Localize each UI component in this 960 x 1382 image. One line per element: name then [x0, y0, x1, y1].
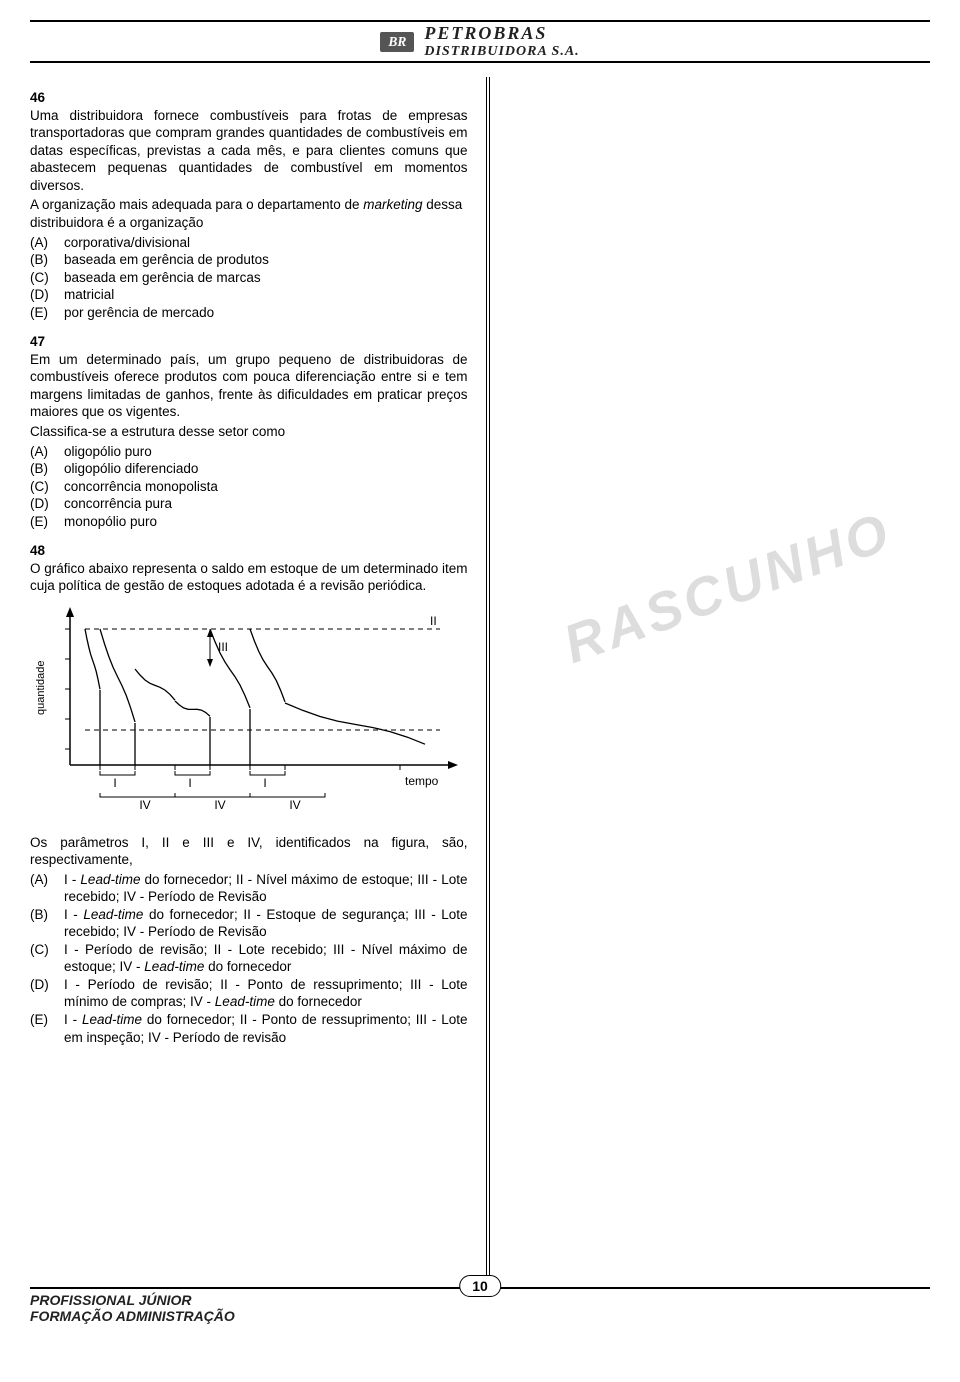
q47-opt-e: (E)monopólio puro: [30, 513, 468, 531]
q47-options: (A)oligopólio puro (B)oligopólio diferen…: [30, 443, 468, 531]
q47-number: 47: [30, 333, 468, 351]
page-number: 10: [459, 1275, 501, 1297]
q48-opt-e: (E)I - Lead-time do fornecedor; II - Pon…: [30, 1011, 468, 1046]
svg-text:IV: IV: [139, 798, 150, 812]
q47-opt-a: (A)oligopólio puro: [30, 443, 468, 461]
q47-ask: Classifica-se a estrutura desse setor co…: [30, 423, 468, 441]
svg-text:quantidade: quantidade: [35, 661, 47, 715]
q48-opt-d: (D)I - Período de revisão; II - Ponto de…: [30, 976, 468, 1011]
header-line1: PETROBRAS: [424, 23, 547, 43]
q48-options: (A)I - Lead-time do fornecedor; II - Nív…: [30, 871, 468, 1046]
header-text: PETROBRAS DISTRIBUIDORA S.A.: [424, 24, 579, 59]
q48-opt-b: (B)I - Lead-time do fornecedor; II - Est…: [30, 906, 468, 941]
right-column: RASCUNHO: [492, 77, 930, 1277]
columns: 46 Uma distribuidora fornece combustívei…: [30, 77, 930, 1277]
left-column: 46 Uma distribuidora fornece combustívei…: [30, 77, 484, 1277]
svg-text:IV: IV: [289, 798, 300, 812]
q46-opt-e: (E)por gerência de mercado: [30, 304, 468, 322]
svg-text:IV: IV: [214, 798, 225, 812]
q46-opt-c: (C)baseada em gerência de marcas: [30, 269, 468, 287]
svg-text:I: I: [113, 776, 116, 790]
q46-opt-d: (D)matricial: [30, 286, 468, 304]
logo-box: BR: [380, 32, 414, 52]
q48-post: Os parâmetros I, II e III e IV, identifi…: [30, 834, 468, 869]
q46-ask-pre: A organização mais adequada para o depar…: [30, 197, 363, 212]
q48-opt-a: (A)I - Lead-time do fornecedor; II - Nív…: [30, 871, 468, 906]
q47-text: Em um determinado país, um grupo pequeno…: [30, 351, 468, 421]
footer-line2: FORMAÇÃO ADMINISTRAÇÃO: [30, 1309, 930, 1324]
q47-opt-d: (D)concorrência pura: [30, 495, 468, 513]
q46-opt-a: (A)corporativa/divisional: [30, 234, 468, 252]
q46-options: (A)corporativa/divisional (B)baseada em …: [30, 234, 468, 322]
q48-number: 48: [30, 542, 468, 560]
q48-chart: IIIIIquantidadetempoIIIIVIVIV: [30, 605, 468, 830]
q48-opt-c: (C)I - Período de revisão; II - Lote rec…: [30, 941, 468, 976]
inventory-chart-svg: IIIIIquantidadetempoIIIIVIVIV: [30, 605, 460, 825]
q46-opt-b: (B)baseada em gerência de produtos: [30, 251, 468, 269]
page-footer: 10 PROFISSIONAL JÚNIOR FORMAÇÃO ADMINIST…: [30, 1287, 930, 1349]
watermark-rascunho: RASCUNHO: [556, 500, 900, 676]
q46-text: Uma distribuidora fornece combustíveis p…: [30, 107, 468, 195]
svg-text:II: II: [430, 614, 437, 628]
q46-ask-it: marketing: [363, 197, 422, 212]
q46-ask: A organização mais adequada para o depar…: [30, 196, 468, 231]
svg-text:I: I: [263, 776, 266, 790]
q48-text: O gráfico abaixo representa o saldo em e…: [30, 560, 468, 595]
column-separator: [486, 77, 491, 1277]
q46-number: 46: [30, 89, 468, 107]
svg-text:tempo: tempo: [405, 774, 439, 788]
svg-text:I: I: [188, 776, 191, 790]
svg-text:III: III: [218, 640, 228, 654]
page-header: BR PETROBRAS DISTRIBUIDORA S.A.: [30, 20, 930, 63]
q47-opt-c: (C)concorrência monopolista: [30, 478, 468, 496]
q47-opt-b: (B)oligopólio diferenciado: [30, 460, 468, 478]
header-line2: DISTRIBUIDORA S.A.: [424, 44, 579, 59]
